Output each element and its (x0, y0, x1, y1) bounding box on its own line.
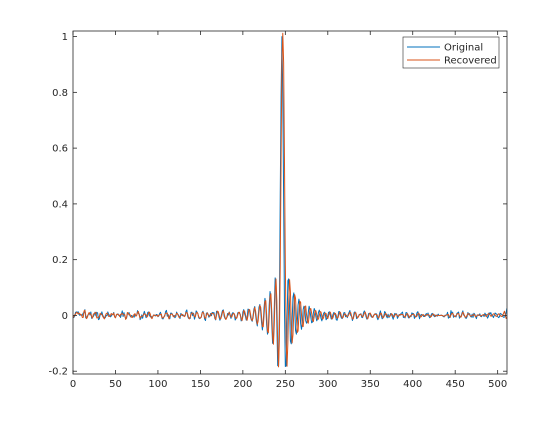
x-tick-label: 200 (233, 379, 252, 390)
y-tick-label: 0.8 (52, 88, 68, 99)
legend-box (402, 36, 500, 69)
x-axis: 0 50 100 150 200 250 300 350 400 450 500 (70, 31, 507, 390)
x-tick-label: 150 (191, 379, 210, 390)
x-tick-label: 400 (403, 379, 422, 390)
y-tick-label: 0.6 (52, 144, 68, 155)
y-tick-label: -0.2 (48, 367, 68, 378)
x-tick-label: 100 (148, 379, 167, 390)
x-tick-label: 0 (70, 379, 76, 390)
series-layer (73, 32, 507, 368)
y-tick-label: 0.2 (52, 255, 68, 266)
legend-label-recovered: Recovered (444, 56, 497, 67)
x-tick-label: 250 (276, 379, 295, 390)
y-tick-label: 0.4 (52, 199, 68, 210)
x-tick-label: 300 (318, 379, 337, 390)
series-line-recovered (73, 32, 507, 368)
x-tick-label: 50 (109, 379, 122, 390)
legend-label-original: Original (444, 43, 483, 54)
x-tick-label: 450 (446, 379, 465, 390)
plot-area: 0 50 100 150 200 250 300 350 400 450 500 -0.200.20… (48, 30, 508, 390)
y-tick-label: 0 (62, 311, 68, 322)
axes-box (72, 30, 508, 375)
axes-frame (72, 30, 508, 375)
x-tick-label: 500 (488, 379, 507, 390)
y-axis: -0.2 0 0.2 0.4 0.6 0.8 1 (48, 32, 507, 378)
legend: Original Recovered (402, 36, 500, 69)
x-tick-label: 350 (361, 379, 380, 390)
y-tick-label: 1 (62, 32, 68, 43)
